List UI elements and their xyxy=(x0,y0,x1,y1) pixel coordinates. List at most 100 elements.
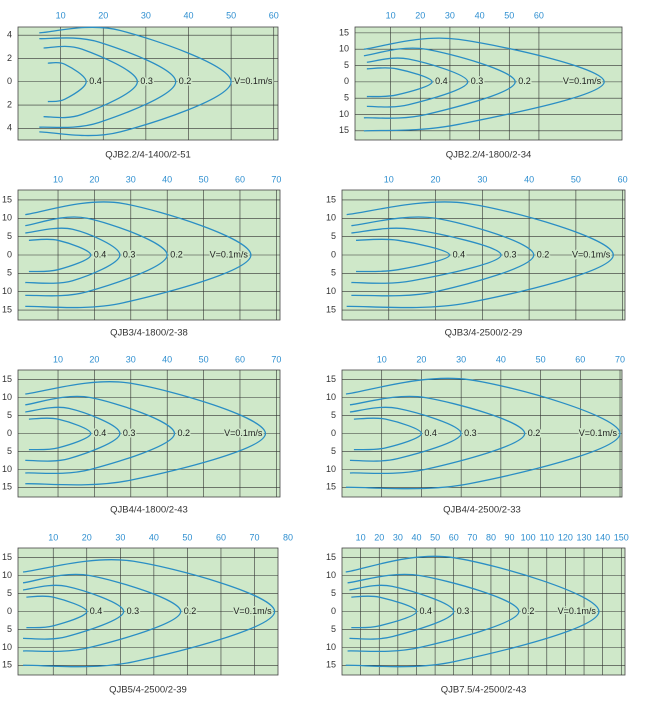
y-tick-label: 10 xyxy=(2,570,12,580)
contour-line xyxy=(366,67,433,98)
contour-label: 0.3 xyxy=(123,428,136,438)
contour-label: 0.4 xyxy=(453,249,466,259)
x-tick-label: 80 xyxy=(486,532,496,542)
x-tick-label: 10 xyxy=(53,174,63,184)
contour-line xyxy=(22,584,125,640)
y-tick-label: 5 xyxy=(331,268,336,278)
contour-label: 0.3 xyxy=(140,76,153,86)
panel-caption: QJB2.2/4-1800/2-34 xyxy=(446,150,532,161)
contour-label: 0.2 xyxy=(179,76,192,86)
y-tick-label: 10 xyxy=(2,213,12,223)
y-tick-label: 15 xyxy=(339,27,349,37)
y-tick-label: 5 xyxy=(7,231,12,241)
x-tick-label: 50 xyxy=(536,354,546,364)
contour-line xyxy=(353,417,423,451)
contour-label: V=0.1m/s xyxy=(558,606,597,616)
y-tick-label: 10 xyxy=(326,642,336,652)
y-tick-label: 5 xyxy=(331,588,336,598)
y-tick-label: 5 xyxy=(7,624,12,634)
x-tick-label: 60 xyxy=(534,10,544,20)
x-tick-label: 120 xyxy=(558,532,573,542)
x-tick-label: 130 xyxy=(577,532,592,542)
y-tick-label: 10 xyxy=(326,286,336,296)
contour-label: 0.2 xyxy=(170,249,183,259)
contour-label: 0.4 xyxy=(94,428,107,438)
x-tick-label: 10 xyxy=(386,10,396,20)
y-tick-label: 15 xyxy=(2,660,12,670)
y-tick-label: 10 xyxy=(2,642,12,652)
contour-label: 0.2 xyxy=(528,428,541,438)
contour-line xyxy=(351,227,502,284)
x-tick-label: 40 xyxy=(475,10,485,20)
y-tick-label: 0 xyxy=(331,428,336,438)
x-tick-label: 70 xyxy=(615,354,625,364)
y-tick-label: 5 xyxy=(7,588,12,598)
contour-line xyxy=(25,406,121,462)
y-tick-label: 5 xyxy=(344,60,349,70)
x-tick-label: 50 xyxy=(571,174,581,184)
y-tick-label: 15 xyxy=(2,482,12,492)
panel-caption: QJB4/4-1800/2-43 xyxy=(110,505,188,516)
x-tick-label: 60 xyxy=(575,354,585,364)
x-tick-label: 50 xyxy=(430,532,440,542)
contour-label: 0.4 xyxy=(94,249,107,259)
contour-line xyxy=(47,61,87,103)
contour-label: V=0.1m/s xyxy=(233,606,272,616)
y-tick-label: 10 xyxy=(339,109,349,119)
y-tick-label: 15 xyxy=(2,374,12,384)
y-tick-label: 15 xyxy=(326,194,336,204)
x-tick-label: 10 xyxy=(56,10,66,20)
contour-label: V=0.1m/s xyxy=(210,249,249,259)
contour-label: 0.3 xyxy=(457,606,470,616)
contour-label: 0.3 xyxy=(471,76,484,86)
x-tick-label: 70 xyxy=(467,532,477,542)
contour-label: 0.3 xyxy=(123,249,136,259)
x-tick-label: 20 xyxy=(431,174,441,184)
contour-line xyxy=(346,201,614,309)
x-tick-label: 30 xyxy=(456,354,466,364)
contour-label: 0.4 xyxy=(435,76,448,86)
x-tick-label: 70 xyxy=(250,532,260,542)
y-tick-label: 4 xyxy=(7,123,12,133)
contour-label: 0.2 xyxy=(184,606,197,616)
y-tick-label: 5 xyxy=(331,231,336,241)
contour-line xyxy=(349,395,526,475)
contour-line xyxy=(22,559,276,668)
y-tick-label: 4 xyxy=(7,30,12,40)
contour-line xyxy=(363,37,605,132)
contour-line xyxy=(347,573,520,653)
x-tick-label: 10 xyxy=(356,532,366,542)
y-tick-label: 15 xyxy=(326,304,336,314)
y-tick-label: 0 xyxy=(331,249,336,259)
y-tick-label: 5 xyxy=(331,446,336,456)
x-tick-label: 20 xyxy=(89,174,99,184)
y-tick-label: 10 xyxy=(2,392,12,402)
x-tick-label: 60 xyxy=(216,532,226,542)
y-tick-label: 10 xyxy=(2,286,12,296)
x-tick-label: 60 xyxy=(235,354,245,364)
contour-line xyxy=(356,238,451,273)
y-tick-label: 15 xyxy=(339,125,349,135)
y-tick-label: 15 xyxy=(2,552,12,562)
y-tick-label: 5 xyxy=(7,410,12,420)
contour-line xyxy=(25,227,121,284)
contour-line xyxy=(39,26,232,137)
contour-line xyxy=(25,201,252,309)
x-tick-label: 50 xyxy=(504,10,514,20)
contour-line xyxy=(25,216,168,297)
panel: 10 20 30 40 50 60 70 80 90 100 110 120 130 140 1501510… xyxy=(326,532,629,695)
contour-line xyxy=(351,216,535,297)
contour-line xyxy=(363,47,516,119)
y-tick-label: 5 xyxy=(7,446,12,456)
y-tick-label: 15 xyxy=(326,374,336,384)
contour-line xyxy=(26,595,88,629)
x-tick-label: 60 xyxy=(618,174,628,184)
y-tick-label: 0 xyxy=(7,76,12,86)
x-tick-label: 30 xyxy=(126,354,136,364)
y-tick-label: 15 xyxy=(326,552,336,562)
y-tick-label: 0 xyxy=(7,606,12,616)
contour-line xyxy=(22,573,182,653)
